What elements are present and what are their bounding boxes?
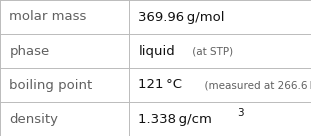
- Text: 121 °C: 121 °C: [138, 78, 182, 92]
- Text: (at STP): (at STP): [189, 46, 233, 56]
- Text: phase: phase: [9, 44, 49, 58]
- Text: (measured at 266.6 Pa): (measured at 266.6 Pa): [198, 80, 311, 90]
- Text: molar mass: molar mass: [9, 10, 87, 24]
- Text: 1.338 g/cm: 1.338 g/cm: [138, 112, 212, 126]
- Text: liquid: liquid: [138, 44, 175, 58]
- Text: density: density: [9, 112, 58, 126]
- Text: 369.96 g/mol: 369.96 g/mol: [138, 10, 225, 24]
- Text: 3: 3: [237, 108, 244, 118]
- Text: boiling point: boiling point: [9, 78, 93, 92]
